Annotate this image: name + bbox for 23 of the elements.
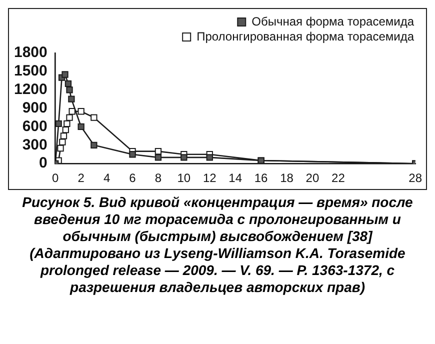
- x-tick-label: 2: [78, 171, 85, 186]
- x-tick-label: 4: [103, 171, 110, 186]
- x-tick-label: 6: [129, 171, 136, 186]
- y-tick-label: 600: [22, 118, 48, 135]
- x-tick-label: 22: [332, 171, 346, 186]
- x-tick-label: 8: [154, 171, 162, 186]
- y-tick-label: 0: [39, 154, 48, 172]
- text: Рисунок 5. Вид кривой «концентрация — время» после введения 10 мг торасемида с пролонгированным и обычным (быстрым) высвобождением [38] (Адаптировано из Lyseng-Williamson K.A. Torasemide prolonged release — 2009. — V. 69. — P. 1363-1372, с разрешения владельцев авторских прав): [21, 194, 414, 296]
- x-tick-label: 18: [280, 171, 294, 186]
- y-tick-label: 900: [22, 99, 48, 116]
- x-tick-label: 10: [177, 171, 191, 186]
- y-tick-label: 1800: [14, 44, 48, 62]
- legend-label: Обычная форма торасемида: [252, 14, 414, 28]
- x-tick-label: 14: [228, 171, 242, 186]
- y-tick-label: 1500: [14, 62, 48, 80]
- x-tick-label: 12: [202, 171, 217, 186]
- y-tick-label: 300: [22, 136, 48, 154]
- x-tick-label: 20: [306, 171, 320, 186]
- y-tick-label: 1200: [14, 81, 48, 98]
- x-tick-label: 28: [408, 171, 422, 186]
- x-tick-label: 0: [52, 171, 60, 186]
- x-tick-label: 16: [254, 171, 268, 186]
- legend-label: Пролонгированная форма торасемида: [196, 29, 414, 44]
